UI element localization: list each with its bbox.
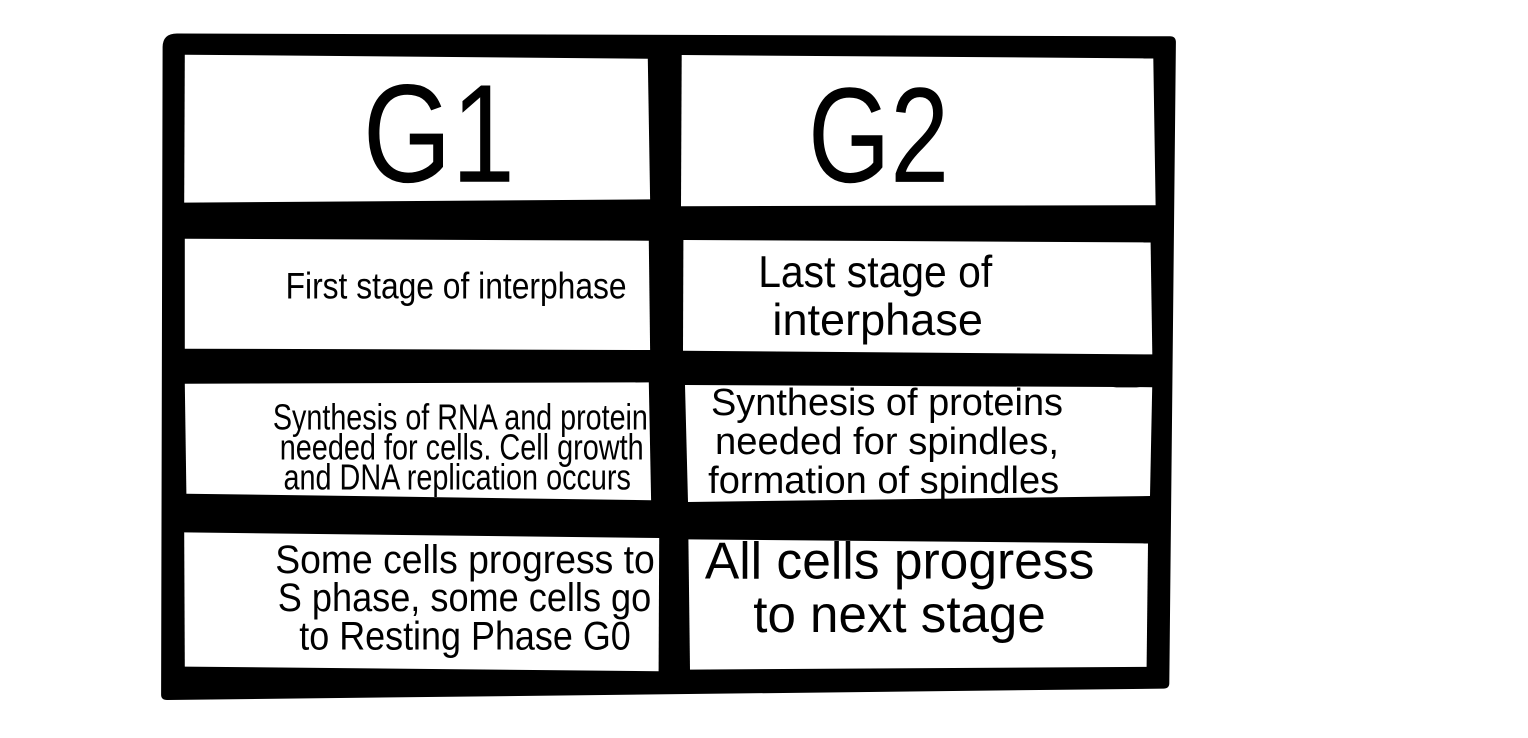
svg-text:to Resting Phase G0: to Resting Phase G0 [299,614,631,658]
svg-text:Synthesis of RNA and protein: Synthesis of RNA and protein [273,396,648,437]
svg-text:Some cells progress to: Some cells progress to [275,538,655,582]
svg-text:G1: G1 [363,55,515,212]
svg-text:Last stage of: Last stage of [758,248,993,297]
svg-text:needed for spindles,: needed for spindles, [715,421,1059,463]
svg-text:G2: G2 [808,59,949,211]
svg-text:to next stage: to next stage [753,585,1046,643]
svg-text:S phase, some cells go: S phase, some cells go [278,576,652,620]
svg-text:formation of spindles: formation of spindles [708,460,1059,502]
svg-text:Synthesis of proteins: Synthesis of proteins [711,382,1063,424]
svg-text:All cells progress: All cells progress [705,531,1095,589]
svg-text:First stage of interphase: First stage of interphase [286,265,627,307]
svg-text:and DNA replication occurs: and DNA replication occurs [283,457,631,498]
svg-text:interphase: interphase [772,296,983,345]
svg-text:needed for cells. Cell growth: needed for cells. Cell growth [280,426,644,467]
